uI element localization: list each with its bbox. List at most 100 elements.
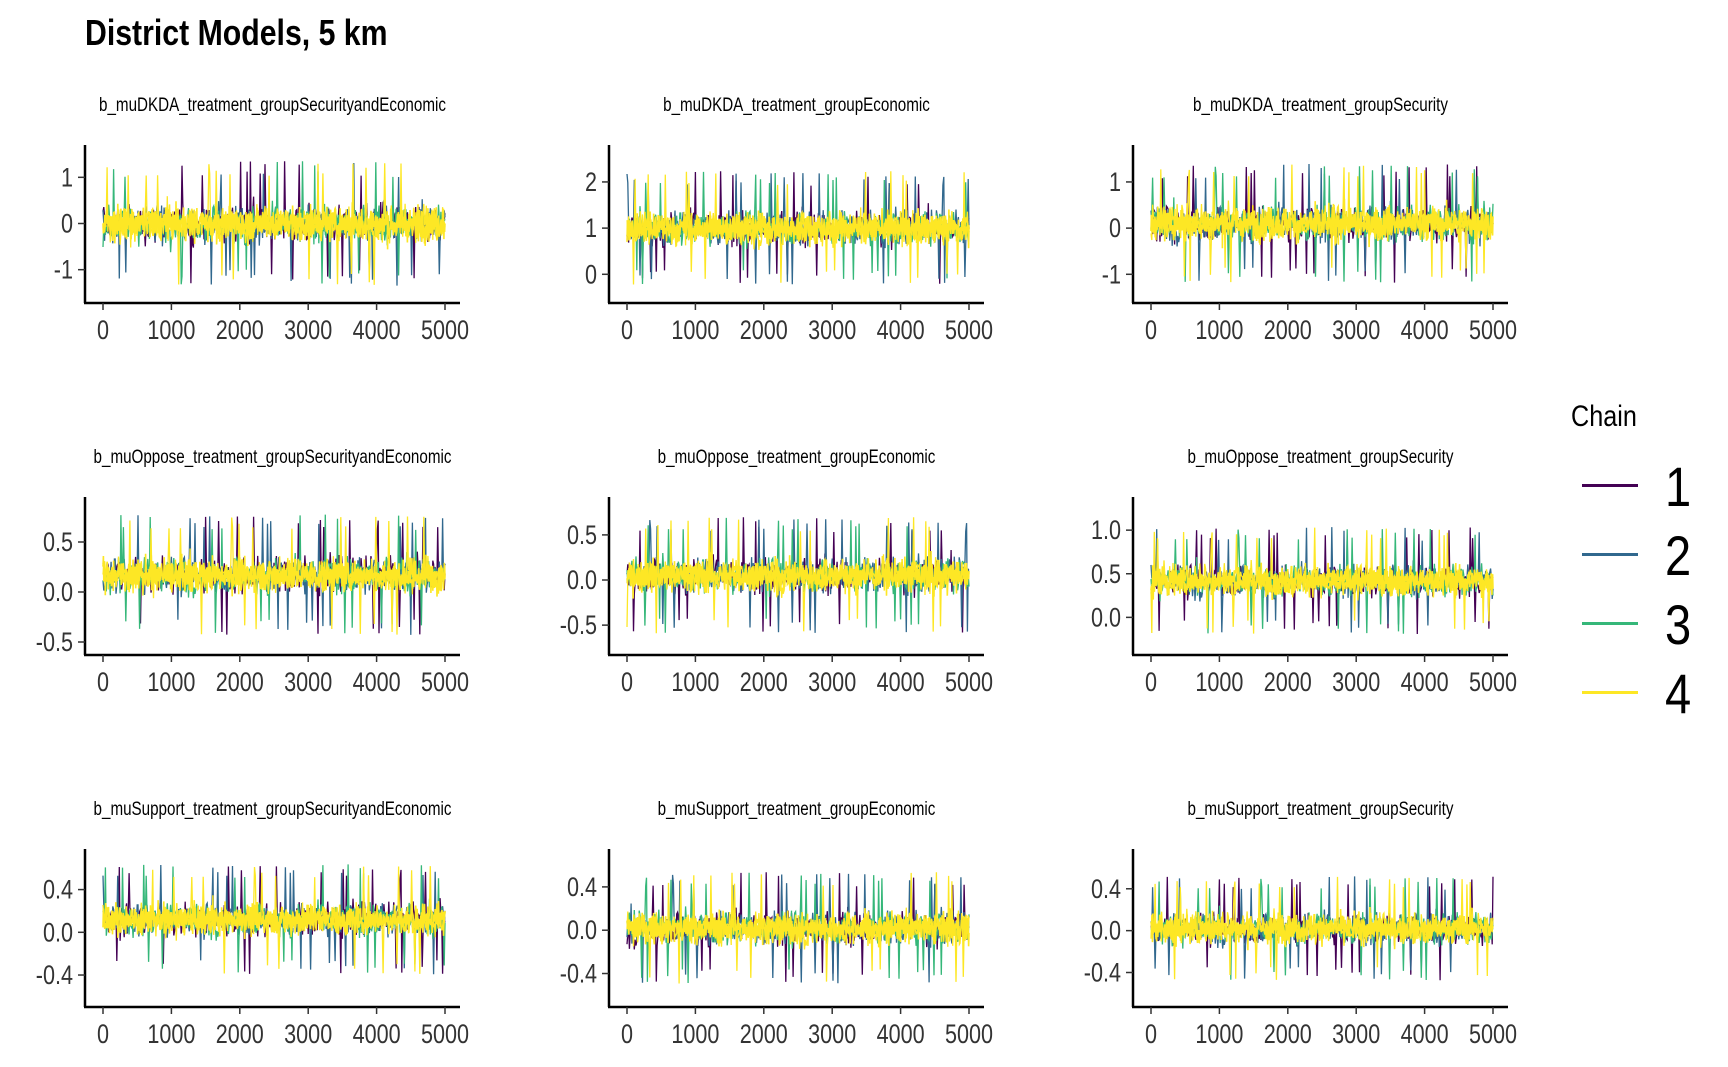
y-tick-label: -0.4	[36, 961, 73, 991]
trace-line-chain-4-core	[1150, 198, 1494, 249]
x-tick-label: 3000	[1332, 316, 1380, 346]
y-tick-label: 1	[585, 214, 597, 244]
y-tick-label: 0.0	[43, 578, 73, 608]
legend-label-4: 4	[1665, 662, 1692, 725]
y-tick-label: 0.0	[43, 918, 73, 948]
x-tick-label: 3000	[284, 668, 332, 698]
x-tick-label: 0	[1145, 668, 1157, 698]
x-tick-label: 5000	[1469, 1020, 1517, 1050]
panel-title: b_muOppose_treatment_groupEconomic	[658, 445, 936, 467]
y-tick-label: 0.5	[567, 521, 597, 551]
trace-line-chain-4-core	[1150, 562, 1494, 600]
x-tick-label: 2000	[740, 1020, 788, 1050]
panel-title: b_muOppose_treatment_groupSecurityandEco…	[94, 445, 452, 467]
trace-panel-5: b_muOppose_treatment_groupEconomic 0 1000 2…	[560, 445, 993, 697]
x-tick-label: 1000	[147, 316, 195, 346]
trace-panel-1: b_muDKDA_treatment_groupSecurityandEcono…	[54, 93, 469, 345]
x-tick-label: 5000	[421, 668, 469, 698]
x-tick-label: 4000	[877, 668, 925, 698]
x-tick-label: 5000	[945, 1020, 993, 1050]
y-tick-label: 1.0	[1091, 516, 1121, 546]
x-tick-label: 0	[1145, 1020, 1157, 1050]
x-tick-label: 2000	[1264, 1020, 1312, 1050]
x-tick-label: 2000	[740, 668, 788, 698]
figure-title: District Models, 5 km	[85, 12, 388, 53]
trace-line-chain-4-core	[102, 553, 446, 597]
x-tick-label: 2000	[1264, 316, 1312, 346]
panel-title: b_muOppose_treatment_groupSecurity	[1188, 445, 1454, 467]
y-tick-label: -0.5	[560, 611, 597, 641]
y-tick-label: 0.4	[567, 873, 597, 903]
x-tick-label: 4000	[353, 316, 401, 346]
trace-line-chain-4-core	[1150, 906, 1494, 951]
panel-title: b_muDKDA_treatment_groupEconomic	[663, 93, 930, 115]
y-tick-label: 1	[1109, 168, 1121, 198]
x-tick-label: 4000	[1401, 316, 1449, 346]
y-tick-label: 0.0	[567, 916, 597, 946]
x-tick-label: 3000	[1332, 668, 1380, 698]
x-tick-label: 1000	[147, 1020, 195, 1050]
x-tick-label: 4000	[353, 668, 401, 698]
y-tick-label: 0.0	[1091, 916, 1121, 946]
x-tick-label: 2000	[216, 316, 264, 346]
y-tick-label: 0	[585, 260, 597, 290]
y-tick-label: -0.5	[36, 628, 73, 658]
trace-line-chain-4-core	[626, 908, 970, 947]
y-tick-label: 0.0	[567, 566, 597, 596]
x-tick-label: 0	[621, 316, 633, 346]
legend-entry-4: 4	[1560, 657, 1720, 727]
legend-key-chain-1	[1582, 484, 1638, 487]
x-tick-label: 0	[97, 1020, 109, 1050]
y-tick-label: -1	[54, 255, 73, 285]
y-tick-label: 0.5	[43, 528, 73, 558]
legend-title: Chain	[1571, 400, 1637, 433]
x-tick-label: 4000	[1401, 1020, 1449, 1050]
x-tick-label: 5000	[1469, 668, 1517, 698]
panel-title: b_muDKDA_treatment_groupSecurity	[1193, 93, 1448, 115]
x-tick-label: 1000	[147, 668, 195, 698]
trace-line-chain-4-core	[102, 900, 446, 940]
panel-title: b_muSupport_treatment_groupSecurityandEc…	[94, 797, 452, 819]
x-tick-label: 2000	[216, 1020, 264, 1050]
y-tick-label: -0.4	[560, 959, 597, 989]
legend-label-3: 3	[1665, 593, 1692, 656]
x-tick-label: 3000	[808, 668, 856, 698]
x-tick-label: 0	[621, 1020, 633, 1050]
trace-line-chain-4-core	[102, 201, 446, 250]
trace-line-chain-4-core	[626, 208, 970, 249]
panel-title: b_muDKDA_treatment_groupSecurityandEcono…	[99, 93, 446, 115]
trace-panel-4: b_muOppose_treatment_groupSecurityandEco…	[36, 445, 469, 697]
y-tick-label: 0.0	[1091, 603, 1121, 633]
y-tick-label: 0	[1109, 214, 1121, 244]
y-tick-label: 0.4	[43, 875, 73, 905]
legend-key-chain-4	[1582, 691, 1638, 694]
x-tick-label: 5000	[421, 1020, 469, 1050]
x-tick-label: 0	[97, 316, 109, 346]
x-tick-label: 2000	[1264, 668, 1312, 698]
y-tick-label: 2	[585, 168, 597, 198]
x-tick-label: 1000	[1195, 668, 1243, 698]
legend-label-1: 1	[1665, 455, 1692, 518]
x-tick-label: 4000	[877, 1020, 925, 1050]
trace-panel-8: b_muSupport_treatment_groupEconomic 0 1000…	[560, 797, 993, 1049]
x-tick-label: 1000	[671, 316, 719, 346]
legend-entry-2: 2	[1560, 519, 1720, 589]
x-tick-label: 2000	[740, 316, 788, 346]
x-tick-label: 1000	[671, 1020, 719, 1050]
x-tick-label: 0	[621, 668, 633, 698]
x-tick-label: 4000	[877, 316, 925, 346]
x-tick-label: 4000	[1401, 668, 1449, 698]
legend-key-chain-2	[1582, 553, 1638, 556]
x-tick-label: 2000	[216, 668, 264, 698]
y-tick-label: -0.4	[1084, 958, 1121, 988]
x-tick-label: 3000	[808, 316, 856, 346]
panel-title: b_muSupport_treatment_groupEconomic	[658, 797, 936, 819]
x-tick-label: 3000	[1332, 1020, 1380, 1050]
trace-panel-7: b_muSupport_treatment_groupSecurityandEc…	[36, 797, 469, 1049]
y-tick-label: 0.4	[1091, 875, 1121, 905]
x-tick-label: 3000	[284, 1020, 332, 1050]
x-tick-label: 5000	[421, 316, 469, 346]
x-tick-label: 5000	[945, 316, 993, 346]
legend-label-2: 2	[1665, 524, 1692, 587]
